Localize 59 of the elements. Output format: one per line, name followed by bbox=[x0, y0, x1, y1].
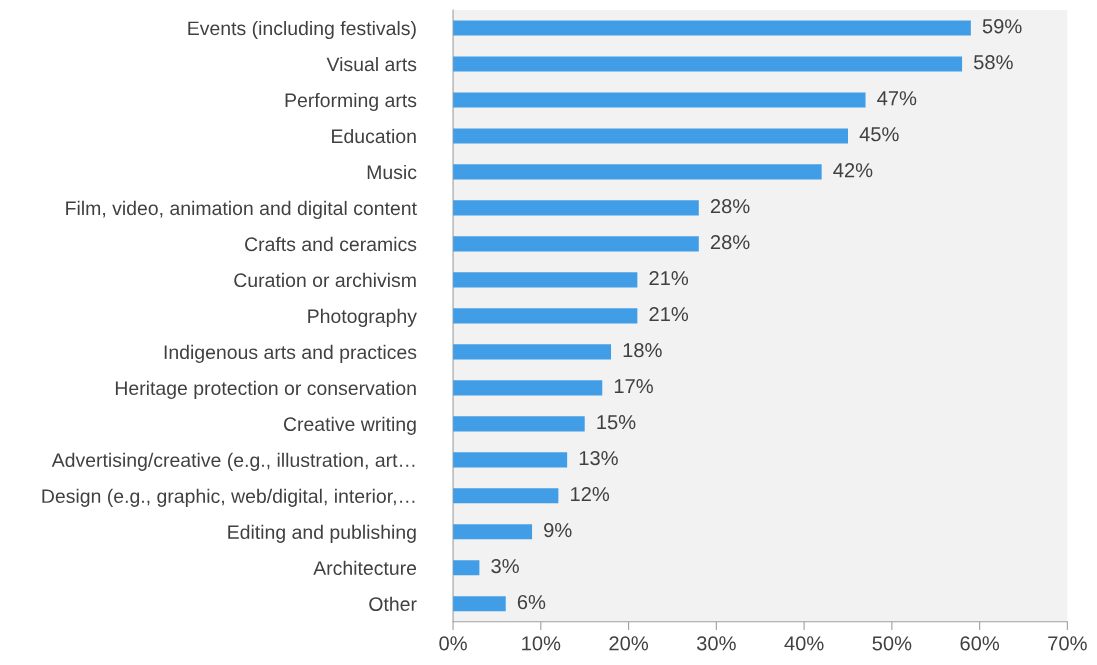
x-tick-label: 30% bbox=[696, 636, 736, 651]
data-label: 59% bbox=[982, 19, 1022, 34]
y-tick-label: Editing and publishing bbox=[228, 524, 416, 543]
data-label: 47% bbox=[877, 91, 917, 106]
data-label: 28% bbox=[710, 199, 750, 214]
y-tick-label: Heritage protection or conservation bbox=[115, 380, 416, 399]
bar bbox=[453, 308, 638, 324]
x-tick-label: 60% bbox=[960, 636, 1000, 651]
data-label: 15% bbox=[597, 415, 636, 430]
y-tick-label: Photography bbox=[308, 308, 417, 327]
data-label: 28% bbox=[710, 235, 750, 250]
y-tick-label: Advertising/creative (e.g., illustration, art… bbox=[51, 452, 415, 471]
bar bbox=[453, 344, 612, 360]
y-tick-label: Other bbox=[369, 596, 417, 612]
y-tick-label: Performing arts bbox=[285, 92, 417, 112]
bar bbox=[453, 560, 480, 576]
bar bbox=[453, 488, 559, 504]
y-tick-label: Music bbox=[367, 164, 417, 180]
bar bbox=[453, 92, 866, 108]
y-tick-label: Crafts and ceramics bbox=[245, 236, 417, 252]
data-label: 21% bbox=[649, 271, 689, 286]
x-tick-label: 10% bbox=[522, 636, 561, 651]
x-tick-label: 70% bbox=[1048, 636, 1087, 651]
bar bbox=[453, 596, 506, 612]
y-tick-label: Indigenous arts and practices bbox=[164, 344, 417, 363]
x-tick-label: 50% bbox=[872, 636, 912, 651]
data-label: 18% bbox=[623, 343, 662, 358]
data-label: 45% bbox=[859, 127, 899, 142]
data-label: 3% bbox=[491, 558, 519, 574]
bar bbox=[453, 416, 585, 432]
bar bbox=[453, 272, 638, 288]
y-tick-label: Education bbox=[332, 128, 416, 144]
data-label: 17% bbox=[614, 379, 653, 394]
y-tick-label: Visual arts bbox=[326, 56, 417, 72]
y-tick-label: Design (e.g., graphic, web/digital, interior,… bbox=[42, 488, 415, 507]
x-tick-label: 0% bbox=[439, 636, 467, 651]
data-label: 13% bbox=[579, 450, 618, 466]
y-tick-label: Curation or archivism bbox=[234, 272, 416, 288]
data-label: 21% bbox=[649, 307, 689, 322]
data-label: 6% bbox=[517, 594, 546, 610]
data-label: 9% bbox=[544, 522, 572, 538]
bar bbox=[453, 452, 568, 468]
y-tick-label: Architecture bbox=[313, 560, 417, 576]
bar bbox=[453, 380, 603, 396]
bar bbox=[453, 56, 963, 72]
bar bbox=[453, 164, 822, 180]
bar bbox=[453, 524, 533, 540]
y-tick-label: Events (including festivals) bbox=[188, 20, 416, 40]
bar bbox=[453, 200, 699, 216]
x-tick-label: 40% bbox=[784, 636, 824, 651]
bar bbox=[453, 20, 971, 36]
bar bbox=[453, 236, 699, 252]
y-tick-label: Film, video, animation and digital content bbox=[66, 200, 417, 219]
data-label: 12% bbox=[571, 486, 610, 502]
data-label: 42% bbox=[833, 163, 873, 178]
x-tick-label: 20% bbox=[609, 636, 649, 651]
data-label: 58% bbox=[973, 55, 1013, 70]
bar bbox=[453, 128, 848, 144]
y-tick-label: Creative writing bbox=[283, 416, 416, 435]
